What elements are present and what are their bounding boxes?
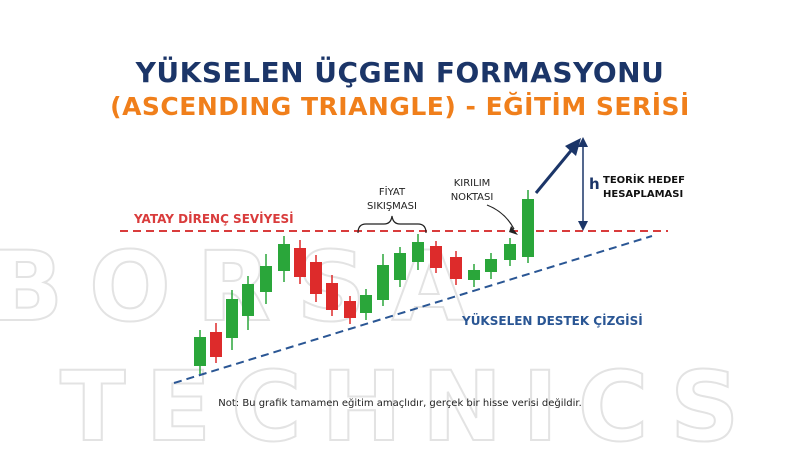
bearish-candle	[450, 251, 462, 285]
support-line	[173, 235, 653, 384]
squeeze-label-line2: SIKIŞMASI	[367, 201, 417, 212]
candle-body	[394, 253, 406, 280]
projection-arrow-head	[565, 138, 581, 156]
squeeze-brace	[357, 215, 427, 234]
watermark-line2: TECHNICS	[60, 351, 759, 450]
candle-body	[260, 266, 272, 292]
candle-body	[504, 244, 516, 260]
bullish-candle	[394, 247, 406, 287]
watermark: BORSA TECHNICS	[0, 230, 759, 450]
height-symbol: h	[589, 175, 600, 193]
candle-body	[194, 337, 206, 366]
candle-body	[294, 248, 306, 277]
breakout-pointer-head	[509, 226, 518, 235]
bullish-candle	[242, 276, 254, 330]
candle-body	[522, 199, 534, 257]
bullish-candle	[360, 289, 372, 320]
candle-body	[242, 284, 254, 316]
target-label-line1: TEORİK HEDEF	[603, 172, 685, 186]
page-title: YÜKSELEN ÜÇGEN FORMASYONU	[135, 56, 665, 89]
bullish-candle	[377, 254, 389, 306]
candle-body	[326, 283, 338, 310]
candle-body	[210, 332, 222, 357]
candle-body	[310, 262, 322, 294]
squeeze-label-line1: FİYAT	[379, 185, 406, 198]
bearish-candle	[310, 255, 322, 302]
breakout-pointer	[486, 204, 515, 230]
candle-body	[226, 299, 238, 338]
bearish-candle	[344, 296, 356, 324]
bullish-candle	[260, 254, 272, 304]
candle-body	[412, 242, 424, 262]
height-arrow-bottom-head	[578, 221, 588, 231]
bullish-candle	[226, 290, 238, 350]
projection-arrow	[534, 146, 576, 194]
support-label: YÜKSELEN DESTEK ÇİZGİSİ	[461, 313, 643, 328]
bearish-candle	[430, 241, 442, 273]
bullish-candle	[194, 330, 206, 374]
candlesticks	[194, 190, 534, 374]
bullish-candle	[504, 238, 516, 266]
bearish-candle	[294, 240, 306, 284]
bullish-candle	[468, 264, 480, 287]
candle-body	[430, 246, 442, 268]
candle-body	[278, 244, 290, 271]
candle-body	[450, 257, 462, 279]
footnote: Not: Bu grafik tamamen eğitim amaçlıdır,…	[218, 398, 582, 409]
bullish-candle	[522, 190, 534, 263]
target-label-line2: HESAPLAMASI	[603, 189, 683, 200]
candle-body	[360, 295, 372, 313]
candle-body	[468, 270, 480, 280]
bearish-candle	[210, 323, 222, 363]
candle-body	[485, 259, 497, 272]
bearish-candle	[326, 275, 338, 316]
resistance-label: YATAY DİRENÇ SEVİYESİ	[133, 211, 294, 226]
height-arrow-top-head	[578, 137, 588, 147]
breakout-label-line1: KIRILIM	[454, 178, 491, 189]
breakout-label-line2: NOKTASI	[451, 192, 494, 203]
candle-body	[377, 265, 389, 300]
bullish-candle	[485, 253, 497, 279]
page-subtitle: (ASCENDING TRIANGLE) - EĞİTİM SERİSİ	[110, 92, 690, 121]
candle-body	[344, 301, 356, 318]
bullish-candle	[278, 236, 290, 282]
bullish-candle	[412, 234, 424, 270]
